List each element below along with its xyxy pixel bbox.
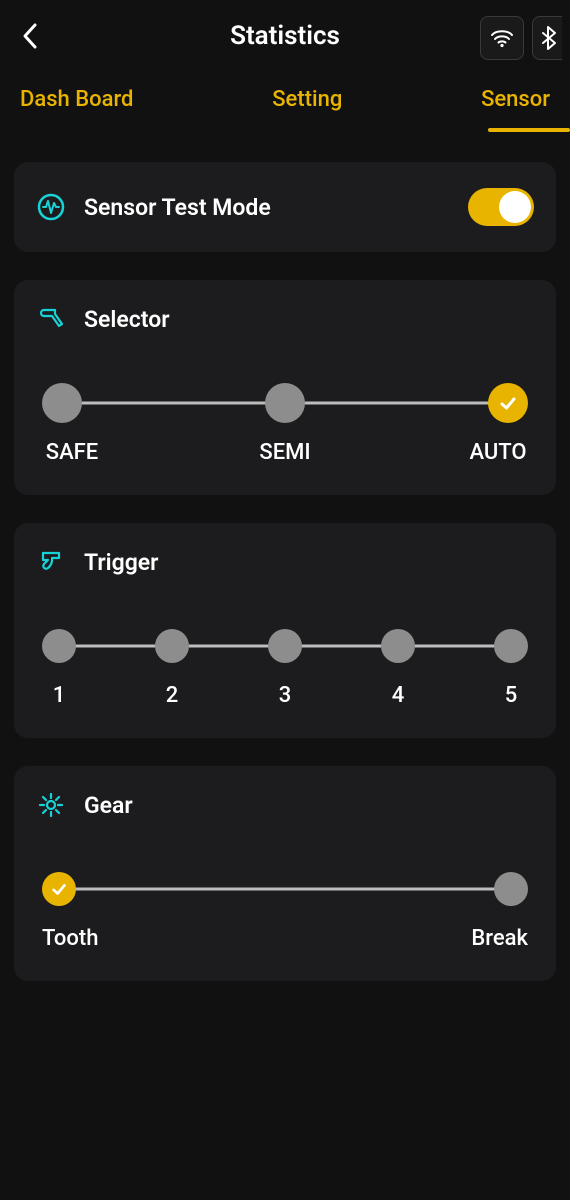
selector-label-semi: SEMI	[255, 440, 315, 465]
wifi-icon	[490, 28, 514, 48]
check-icon	[50, 880, 68, 898]
gear-icon	[36, 790, 66, 820]
selector-node-semi[interactable]	[265, 383, 305, 423]
card-sensor-test: Sensor Test Mode	[14, 162, 556, 252]
trigger-node-3[interactable]	[268, 629, 302, 663]
gear-label-tooth: Tooth	[42, 926, 98, 951]
gear-title: Gear	[84, 792, 133, 819]
gear-node-break[interactable]	[494, 872, 528, 906]
sensor-test-title: Sensor Test Mode	[84, 194, 271, 221]
check-icon	[498, 393, 518, 413]
trigger-icon	[36, 547, 66, 577]
chevron-left-icon	[21, 22, 39, 50]
trigger-node-1[interactable]	[42, 629, 76, 663]
selector-icon	[36, 304, 66, 334]
gear-label-break: Break	[471, 926, 528, 951]
trigger-label-4: 4	[381, 683, 415, 708]
card-selector: Selector SAFE	[14, 280, 556, 495]
selector-node-auto[interactable]	[488, 383, 528, 423]
header: Statistics	[0, 0, 570, 72]
trigger-node-4[interactable]	[381, 629, 415, 663]
gear-node-tooth[interactable]	[42, 872, 76, 906]
selector-label-auto: AUTO	[468, 440, 528, 465]
tab-setting[interactable]: Setting	[272, 87, 342, 118]
bluetooth-button[interactable]	[532, 16, 562, 60]
bluetooth-icon	[541, 25, 557, 51]
selector-label-safe: SAFE	[42, 440, 102, 465]
trigger-label-3: 3	[268, 683, 302, 708]
trigger-label-2: 2	[155, 683, 189, 708]
tab-underline	[488, 128, 570, 132]
tab-sensor[interactable]: Sensor	[481, 87, 550, 118]
selector-title: Selector	[84, 306, 170, 333]
wifi-button[interactable]	[480, 16, 524, 60]
trigger-title: Trigger	[84, 549, 158, 576]
selector-node-safe[interactable]	[42, 383, 82, 423]
waveform-icon	[36, 192, 66, 222]
toggle-knob	[499, 191, 531, 223]
tab-bar: Dash Board Setting Sensor	[0, 72, 570, 132]
sensor-test-toggle[interactable]	[468, 188, 534, 226]
trigger-node-2[interactable]	[155, 629, 189, 663]
card-trigger: Trigger 1 2 3 4	[14, 523, 556, 738]
page-title: Statistics	[230, 21, 340, 51]
back-button[interactable]	[10, 16, 50, 56]
trigger-label-5: 5	[494, 683, 528, 708]
trigger-node-5[interactable]	[494, 629, 528, 663]
card-gear: Gear Tooth Break	[14, 766, 556, 981]
trigger-label-1: 1	[42, 683, 76, 708]
tab-dashboard[interactable]: Dash Board	[20, 87, 133, 118]
